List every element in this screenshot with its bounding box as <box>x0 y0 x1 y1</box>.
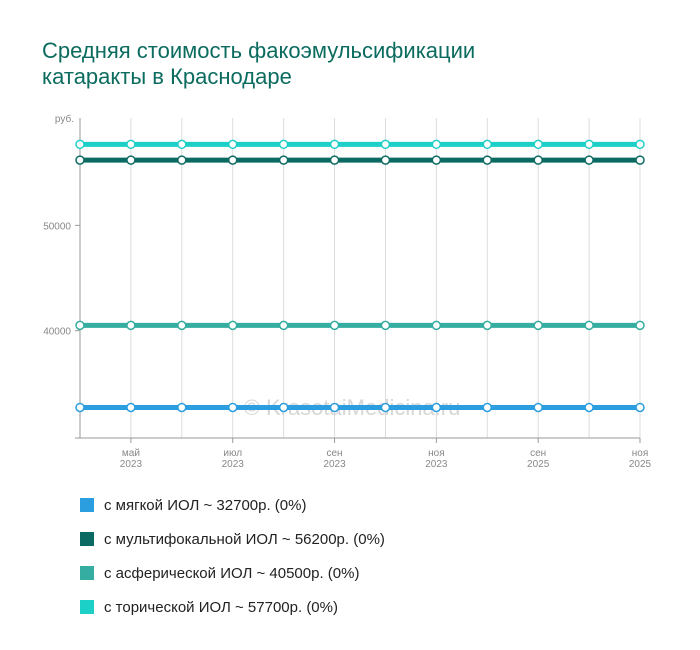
data-point <box>227 402 238 413</box>
data-point <box>380 155 391 165</box>
data-point <box>126 320 136 331</box>
x-tick-label: май 2023 <box>120 448 143 470</box>
y-tick-label: 50000 <box>43 221 71 232</box>
data-point <box>431 402 442 413</box>
data-point <box>533 139 543 150</box>
data-point <box>380 320 391 331</box>
data-point <box>227 155 238 165</box>
x-tick-label: ноя 2023 <box>425 448 448 470</box>
data-point <box>227 139 238 150</box>
legend-label: с торической ИОЛ ~ 57700р. (0%) <box>104 598 338 616</box>
x-tick-label: ноя 2025 <box>629 448 652 470</box>
data-point <box>482 402 493 413</box>
data-point <box>380 139 391 150</box>
data-point <box>584 155 594 165</box>
legend-swatch <box>80 498 94 512</box>
data-point <box>635 402 645 413</box>
data-point <box>126 139 136 150</box>
data-point <box>278 139 289 150</box>
data-point <box>533 155 543 165</box>
data-point <box>329 155 340 165</box>
data-point <box>533 320 543 331</box>
data-point <box>329 139 340 150</box>
data-point <box>380 402 391 413</box>
data-point <box>177 155 187 165</box>
series-lines <box>75 139 645 413</box>
x-tick-label: сен 2023 <box>323 448 346 470</box>
data-point <box>584 139 594 150</box>
legend-label: с мультифокальной ИОЛ ~ 56200р. (0%) <box>104 530 385 548</box>
data-point <box>278 155 289 165</box>
legend-item: с мультифокальной ИОЛ ~ 56200р. (0%) <box>80 522 385 556</box>
legend-item: с торической ИОЛ ~ 57700р. (0%) <box>80 590 385 624</box>
data-point <box>533 402 543 413</box>
grid-lines <box>130 118 641 438</box>
data-point <box>482 155 493 165</box>
data-point <box>177 320 187 331</box>
data-point <box>635 320 645 331</box>
data-point <box>227 320 238 331</box>
data-point <box>431 139 442 150</box>
data-point <box>431 320 442 331</box>
legend-label: с асферической ИОЛ ~ 40500р. (0%) <box>104 564 360 582</box>
data-point <box>329 402 340 413</box>
data-point <box>278 320 289 331</box>
legend-swatch <box>80 566 94 580</box>
legend-item: с асферической ИОЛ ~ 40500р. (0%) <box>80 556 385 590</box>
chart-title: Средняя стоимость факоэмульсификации кат… <box>42 38 602 90</box>
data-point <box>75 402 85 413</box>
chart-title-line-2: катаракты в Краснодаре <box>42 64 292 89</box>
data-point <box>177 139 187 150</box>
data-point <box>177 402 187 413</box>
legend-swatch <box>80 532 94 546</box>
data-point <box>482 139 493 150</box>
x-tick-label: июл 2023 <box>222 448 245 470</box>
data-point <box>75 320 85 331</box>
legend-swatch <box>80 600 94 614</box>
x-tick-label: сен 2025 <box>527 448 550 470</box>
data-point <box>75 139 85 150</box>
data-point <box>635 155 645 165</box>
axes: руб. 40000 50000 май 2023 июл 2023 сен 2023 ноя 20… <box>43 113 651 470</box>
data-point <box>635 139 645 150</box>
data-point <box>482 320 493 331</box>
y-tick-label: 40000 <box>43 327 71 338</box>
chart-title-line-1: Средняя стоимость факоэмульсификации <box>42 38 476 63</box>
y-axis-unit-label: руб. <box>55 113 74 125</box>
data-point <box>126 155 136 165</box>
data-point <box>329 320 340 331</box>
data-point <box>126 402 136 413</box>
legend: с мягкой ИОЛ ~ 32700р. (0%) с мультифокал… <box>80 488 385 624</box>
legend-label: с мягкой ИОЛ ~ 32700р. (0%) <box>104 496 307 514</box>
data-point <box>431 155 442 165</box>
data-point <box>584 402 594 413</box>
data-point <box>584 320 594 331</box>
data-point <box>278 402 289 413</box>
legend-item: с мягкой ИОЛ ~ 32700р. (0%) <box>80 488 385 522</box>
data-point <box>75 155 85 165</box>
